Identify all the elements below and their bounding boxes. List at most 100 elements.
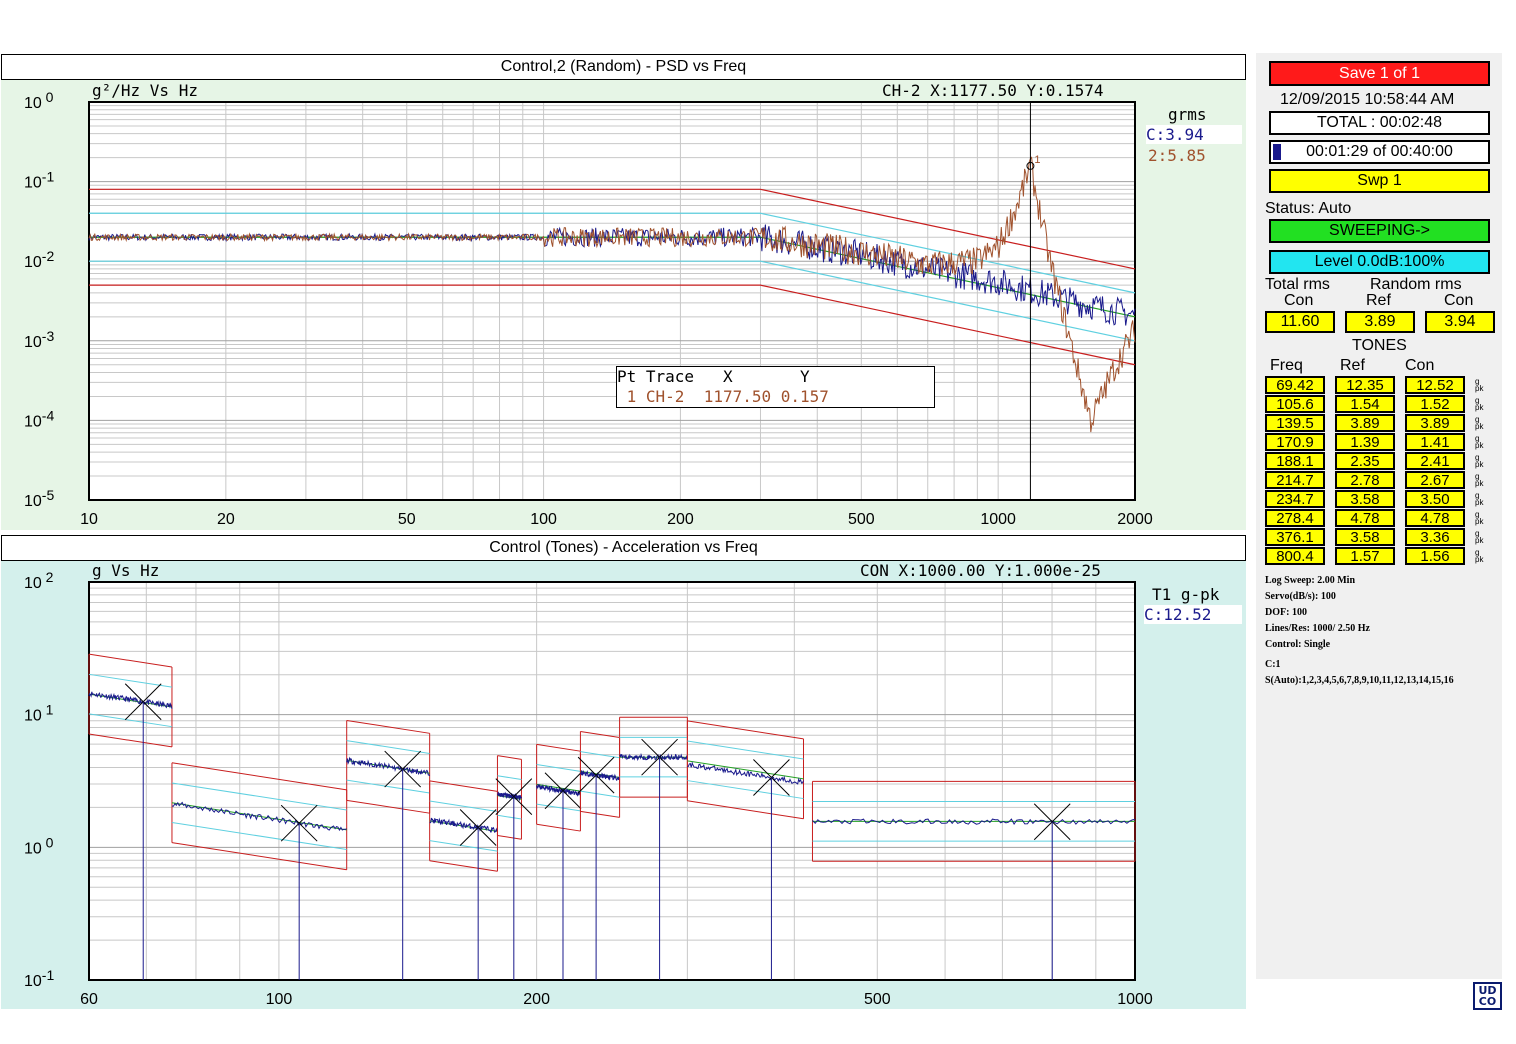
tone-alarm-high: [346, 740, 430, 754]
tone-unit-label: g pk: [1475, 434, 1484, 450]
tone-alarm-high: [429, 800, 498, 813]
top-chart-title: Control,2 (Random) - PSD vs Freq: [1, 54, 1246, 80]
level-indicator[interactable]: Level 0.0dB:100%: [1269, 250, 1490, 274]
cursor-table-row: 1 CH-2 1177.50 0.157: [617, 387, 829, 406]
random-rms-ref-value: 3.89: [1345, 311, 1415, 333]
psd-x-tick: 2000: [1117, 511, 1153, 528]
tone-abort-low: [536, 823, 581, 832]
tone-alarm-high: [88, 673, 173, 688]
psd-cursor-marker: [1026, 161, 1035, 170]
tone-unit-label: g pk: [1475, 396, 1484, 412]
psd-x-tick: 20: [217, 511, 235, 528]
psd-y-tick: 10-1: [24, 169, 54, 192]
psd-x-tick: 200: [667, 511, 694, 528]
cursor-table-header: Pt Trace X Y: [617, 367, 810, 386]
top-legend-control[interactable]: C:3.94: [1146, 125, 1242, 144]
tone-abort-high: [536, 743, 581, 752]
tone-freq-cell: 234.7: [1265, 490, 1325, 508]
tone-cross-b: [577, 756, 615, 794]
tone-alarm-high: [171, 782, 347, 811]
tone-control-trace: [812, 818, 1136, 825]
bottom-legend-title: T1 g-pk: [1152, 585, 1220, 604]
tones-freq-header: Freq: [1270, 357, 1303, 374]
top-legend-channel2[interactable]: 2:5.85: [1148, 146, 1206, 165]
tone-unit-label: g pk: [1475, 377, 1484, 393]
psd-y-tick: 10 0: [24, 89, 54, 112]
tone-con-cell: 12.52: [1405, 376, 1465, 394]
tone-control-trace: [687, 761, 804, 785]
tones-x-tick: 100: [266, 991, 293, 1008]
tone-control-trace: [88, 691, 173, 709]
tone-unit-label: g pk: [1475, 491, 1484, 507]
psd-profile-alarm_low: [89, 260, 1136, 342]
cursor-table: Pt Trace X Y 1 CH-2 1177.50 0.157: [616, 366, 935, 408]
tone-control-trace: [497, 791, 522, 802]
psd-plot-area: [89, 102, 1135, 500]
psd-profile-abort_low: [89, 284, 1136, 366]
psd-trace-C: [88, 224, 1136, 326]
psd-y-tick: 10-4: [24, 407, 54, 430]
total-con-label: Con: [1284, 292, 1314, 309]
tone-abort-low: [497, 835, 522, 840]
info-spectra: S(Auto):1,2,3,4,5,6,7,8,9,10,11,12,13,14…: [1265, 675, 1454, 686]
tone-unit-label: g pk: [1475, 548, 1484, 564]
random-ref-label: Ref: [1366, 292, 1391, 309]
tone-con-cell: 2.67: [1405, 471, 1465, 489]
tone-ref-cell: 3.58: [1335, 490, 1395, 508]
tones-x-tick: 200: [523, 991, 550, 1008]
tones-y-tick: 10-1: [24, 967, 54, 990]
tone-reference: [536, 783, 581, 792]
psd-cursor-label: 1: [1034, 154, 1040, 166]
tone-abort-high: [580, 730, 620, 739]
elapsed-progress: 00:01:29 of 00:40:00: [1269, 140, 1490, 164]
psd-profile-abort_high: [89, 188, 1136, 270]
tones-con-header: Con: [1405, 357, 1435, 374]
tones-x-tick: 60: [80, 991, 98, 1008]
tone-abort-high: [687, 720, 804, 740]
tone-control-trace: [346, 756, 431, 777]
tone-freq-cell: 278.4: [1265, 509, 1325, 527]
info-dof: DOF: 100: [1265, 607, 1307, 618]
tone-abort-low: [346, 799, 430, 814]
tone-alarm-low: [171, 821, 347, 851]
tone-abort-low: [580, 810, 620, 818]
save-button[interactable]: Save 1 of 1: [1269, 61, 1490, 86]
tone-control-trace: [619, 752, 688, 761]
tone-ref-cell: 2.78: [1335, 471, 1395, 489]
tone-alarm-low: [536, 803, 581, 812]
psd-y-tick: 10-3: [24, 328, 54, 351]
tones-x-tick: 1000: [1117, 991, 1153, 1008]
tone-alarm-low: [687, 780, 804, 800]
tone-freq-cell: 214.7: [1265, 471, 1325, 489]
tone-ref-cell: 4.78: [1335, 509, 1395, 527]
tones-chart[interactable]: 10 2 10 1 10 0 10-1 60 100 200 500 1000: [0, 561, 1246, 1009]
udco-logo: UD CO: [1473, 982, 1502, 1010]
psd-chart[interactable]: 1 10 0 10-1 10-2 10-3 10-4 10-5 10 20 50 100 200 500…: [0, 80, 1246, 530]
sweeping-indicator[interactable]: SWEEPING->: [1269, 219, 1490, 243]
tone-freq-cell: 376.1: [1265, 528, 1325, 546]
tone-alarm-high: [536, 764, 581, 772]
tone-con-cell: 1.56: [1405, 547, 1465, 565]
tone-freq-cell: 188.1: [1265, 452, 1325, 470]
tone-freq-cell: 800.4: [1265, 547, 1325, 565]
tones-x-tick: 500: [864, 991, 891, 1008]
bottom-legend-control[interactable]: C:12.52: [1144, 605, 1242, 624]
tone-ref-cell: 2.35: [1335, 452, 1395, 470]
tone-abort-high: [88, 653, 173, 668]
tones-label: TONES: [1352, 337, 1407, 354]
psd-y-tick: 10-5: [24, 487, 54, 510]
tone-ref-cell: 1.57: [1335, 547, 1395, 565]
total-time: TOTAL : 00:02:48: [1269, 111, 1490, 135]
tone-alarm-low: [580, 790, 620, 798]
status-label: Status: Auto: [1265, 200, 1352, 217]
tone-ref-cell: 3.58: [1335, 528, 1395, 546]
tone-ref-cell: 12.35: [1335, 376, 1395, 394]
tone-freq-cell: 170.9: [1265, 433, 1325, 451]
tone-control-trace: [171, 801, 347, 832]
top-cursor-readout: CH-2 X:1177.50 Y:0.1574: [882, 81, 1104, 100]
tone-abort-high: [171, 762, 347, 791]
tone-alarm-low: [346, 779, 430, 794]
info-servo: Servo(dB/s): 100: [1265, 591, 1336, 602]
tone-abort-low: [171, 842, 347, 871]
psd-x-tick: 50: [398, 511, 416, 528]
